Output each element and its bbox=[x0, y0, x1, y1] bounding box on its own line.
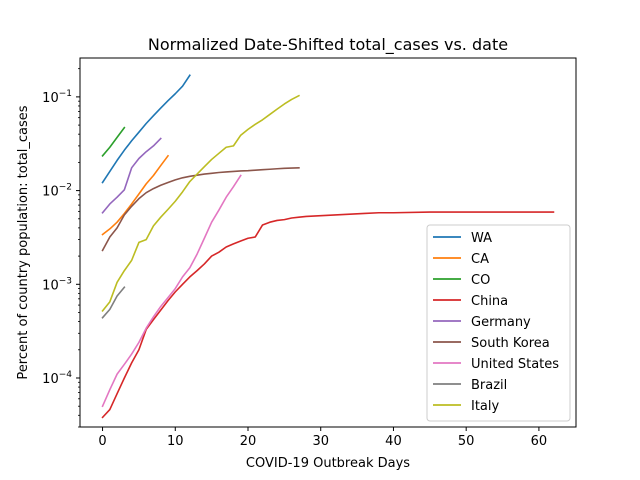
legend-entry: Italy bbox=[433, 399, 500, 414]
axes-frame bbox=[79, 57, 577, 428]
legend-entry: United States bbox=[433, 357, 559, 372]
x-tick-label: 40 bbox=[385, 434, 402, 449]
legend-label: United States bbox=[471, 357, 559, 372]
legend-box bbox=[426, 224, 571, 422]
series-line-south-korea bbox=[101, 166, 300, 252]
series-line-china bbox=[101, 211, 555, 419]
legend-label: CA bbox=[471, 252, 489, 267]
chart-title: Normalized Date-Shifted total_cases vs. … bbox=[148, 35, 508, 55]
x-tick-label: 30 bbox=[312, 434, 329, 449]
legend-entry: China bbox=[433, 294, 508, 309]
legend-label: Italy bbox=[471, 399, 500, 414]
legend-label: WA bbox=[471, 231, 492, 246]
x-tick-label: 60 bbox=[531, 434, 548, 449]
legend-label: Brazil bbox=[471, 378, 507, 393]
legend: WA CA CO China Germany South Korea United Stat… bbox=[426, 224, 571, 422]
plot-area bbox=[101, 74, 555, 419]
y-tick-label: 10−2 bbox=[42, 183, 72, 200]
y-tick-label: 10−4 bbox=[42, 370, 72, 387]
series-line-co bbox=[101, 126, 126, 157]
legend-entry: Germany bbox=[433, 315, 531, 330]
x-tick-label: 0 bbox=[98, 434, 106, 449]
x-tick-label: 10 bbox=[167, 434, 184, 449]
series-line-united-states bbox=[101, 174, 242, 408]
y-axis: 10−4 10−3 10−2 10−1 bbox=[42, 68, 80, 428]
y-tick-label: 10−3 bbox=[42, 276, 72, 293]
series-line-italy bbox=[101, 94, 300, 313]
x-axis: 0 10 20 30 40 50 60 bbox=[98, 427, 547, 449]
legend-entry: Brazil bbox=[433, 378, 507, 393]
legend-entry: South Korea bbox=[433, 336, 550, 351]
y-axis-label: Percent of country population: total_cas… bbox=[16, 105, 31, 379]
series-line-ca bbox=[101, 154, 170, 236]
legend-label: Germany bbox=[471, 315, 531, 330]
series-line-germany bbox=[101, 137, 162, 214]
x-axis-label: COVID-19 Outbreak Days bbox=[246, 456, 410, 471]
legend-entry: CA bbox=[433, 252, 489, 267]
x-tick-label: 20 bbox=[240, 434, 257, 449]
series-line-brazil bbox=[101, 286, 126, 319]
legend-label: China bbox=[471, 294, 508, 309]
y-tick-label: 10−1 bbox=[42, 89, 72, 106]
legend-label: CO bbox=[471, 273, 490, 288]
legend-entry: CO bbox=[433, 273, 490, 288]
series-line-wa bbox=[101, 74, 191, 184]
legend-entry: WA bbox=[433, 231, 492, 246]
x-tick-label: 50 bbox=[458, 434, 475, 449]
legend-label: South Korea bbox=[471, 336, 550, 351]
